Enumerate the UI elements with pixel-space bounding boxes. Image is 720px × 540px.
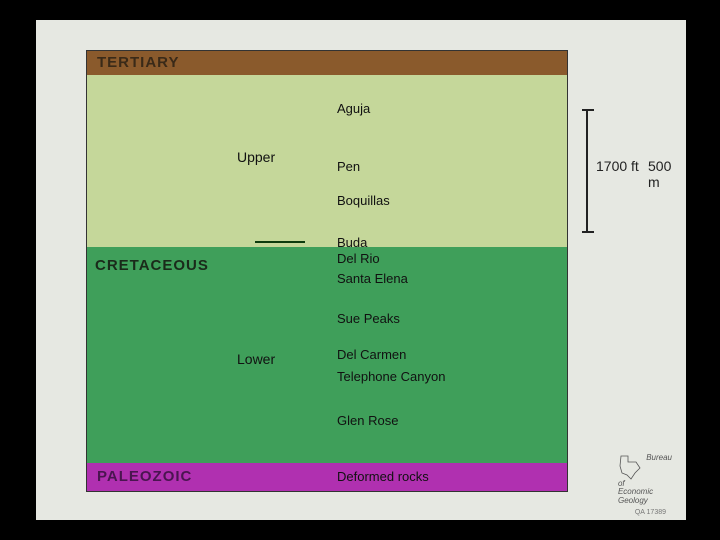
formation-label: Telephone Canyon — [337, 369, 445, 384]
slide-stage: TERTIARY PALEOZOIC CRETACEOUS Upper Lower Agu… — [36, 20, 686, 520]
band-upper_k — [87, 75, 567, 247]
sub-era-label: Upper — [237, 149, 275, 165]
formation-label: Deformed rocks — [337, 469, 429, 484]
qa-code: QA 17389 — [635, 509, 666, 516]
scale-bar — [586, 110, 588, 232]
formation-label: Del Carmen — [337, 347, 406, 362]
sub-era-label: Lower — [237, 351, 275, 367]
scale-feet: 1700 ft — [596, 158, 639, 174]
scale-tick-top — [582, 109, 594, 111]
formation-label: Buda — [337, 235, 367, 250]
texas-icon — [618, 454, 642, 480]
formation-label: Boquillas — [337, 193, 390, 208]
formation-label: Del Rio — [337, 251, 380, 266]
formation-label: Sue Peaks — [337, 311, 400, 326]
formation-label: Santa Elena — [337, 271, 408, 286]
band-lower_k — [87, 247, 567, 463]
era-label-paleozoic: PALEOZOIC — [97, 468, 192, 485]
band-tertiary: TERTIARY — [87, 51, 567, 75]
marker-line — [255, 241, 305, 243]
scale-meters: 500 m — [648, 158, 686, 190]
era-label-tertiary: TERTIARY — [97, 54, 179, 71]
strat-column: TERTIARY PALEOZOIC CRETACEOUS Upper Lower Agu… — [86, 50, 568, 492]
era-label: CRETACEOUS — [95, 257, 209, 274]
formation-label: Glen Rose — [337, 413, 398, 428]
attribution-logo: BureauofEconomicGeology — [618, 454, 672, 506]
scale-tick-bottom — [582, 231, 594, 233]
formation-label: Aguja — [337, 101, 370, 116]
band-paleozoic: PALEOZOIC — [87, 463, 567, 491]
formation-label: Pen — [337, 159, 360, 174]
